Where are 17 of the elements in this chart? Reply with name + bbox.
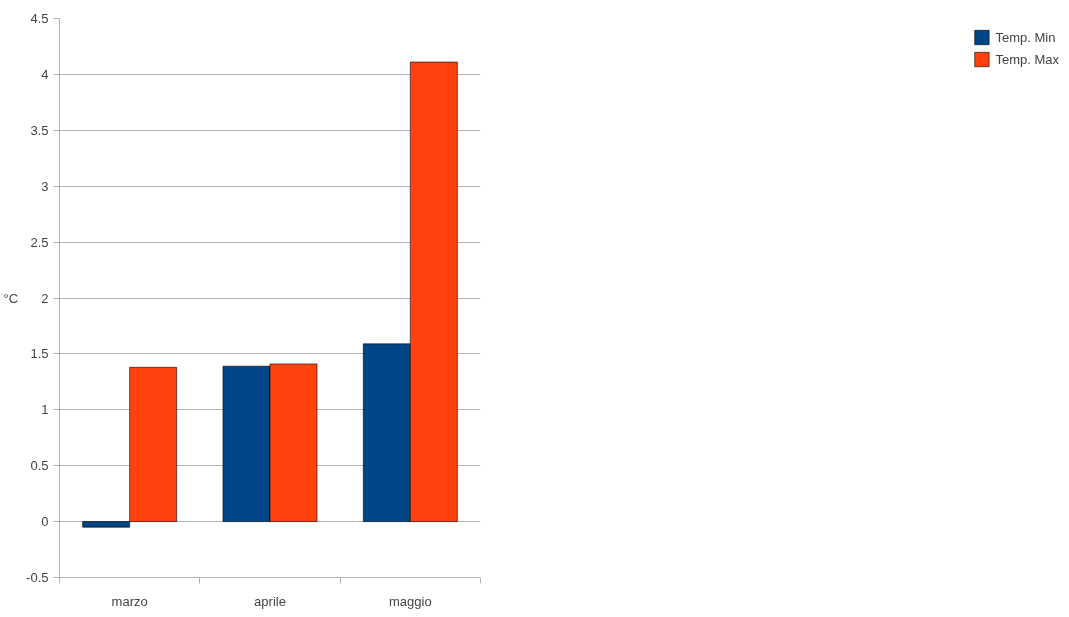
y-tick-label: 0	[41, 514, 49, 530]
legend-label: Temp. Min	[995, 29, 1056, 45]
y-tick-label: 0.5	[30, 458, 49, 474]
y-tick-label: 4	[41, 66, 49, 82]
y-tick-label: 2	[41, 290, 49, 306]
y-tick-label: 1.5	[30, 346, 49, 362]
x-tick-label: aprile	[254, 593, 286, 609]
y-tick-label: 1	[41, 402, 49, 418]
y-tick-label: -0.5	[26, 570, 49, 585]
y-tick-label: 2.5	[30, 234, 49, 250]
y-tick-label: 3	[41, 178, 49, 194]
y-tick-label: 3.5	[30, 122, 49, 138]
y-axis-title: °C	[3, 290, 19, 306]
x-tick-label: marzo	[111, 593, 148, 609]
x-tick-label: maggio	[389, 593, 432, 609]
y-tick-label: 4.5	[30, 11, 49, 26]
legend-label: Temp. Max	[995, 51, 1059, 67]
